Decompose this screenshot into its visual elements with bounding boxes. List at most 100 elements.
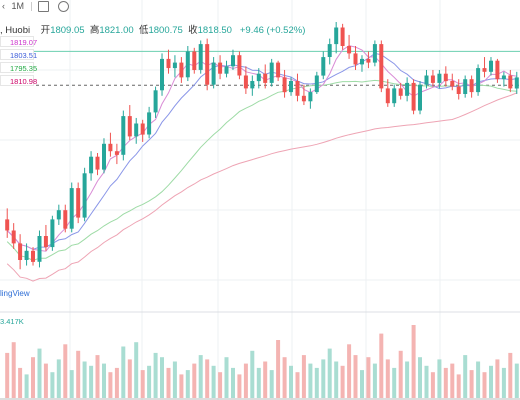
- volume-bar: [69, 370, 74, 398]
- candle-body: [366, 58, 371, 63]
- candle-body: [276, 62, 281, 78]
- candle-body: [411, 82, 416, 111]
- volume-bar: [82, 361, 87, 398]
- candle-body: [379, 44, 384, 89]
- volume-bar: [179, 374, 184, 398]
- volume-bar: [56, 359, 61, 398]
- candle-body: [340, 27, 345, 46]
- candle-body: [205, 44, 210, 85]
- volume-bar: [50, 372, 55, 398]
- volume-bar: [314, 367, 319, 398]
- candle-body: [443, 73, 448, 82]
- volume-bar: [140, 370, 145, 398]
- scroll-left-icon[interactable]: ‹: [2, 1, 5, 11]
- volume-bar: [121, 346, 126, 398]
- volume-bar: [37, 348, 42, 398]
- candle-body: [256, 73, 261, 82]
- volume-bar: [153, 352, 158, 398]
- volume-bar: [224, 357, 229, 398]
- candle-body: [250, 81, 255, 89]
- candle-body: [63, 210, 68, 229]
- open-label: 开: [40, 25, 51, 36]
- chart-type-icon[interactable]: [38, 1, 50, 13]
- volume-bar: [289, 365, 293, 398]
- ma-line-1: [6, 45, 517, 252]
- candle-body: [11, 230, 16, 244]
- candle-body: [89, 156, 94, 174]
- candle-body: [179, 62, 184, 78]
- volume-bar: [134, 342, 139, 398]
- volume-bar: [411, 325, 416, 398]
- ma-value-3: 1795.35: [0, 62, 37, 73]
- ma-line-4: [6, 92, 517, 282]
- volume-bar: [301, 355, 306, 398]
- volume-bar: [24, 374, 29, 398]
- candle-body: [211, 62, 216, 85]
- volume-bar: [392, 367, 397, 398]
- volume-bar: [11, 342, 16, 398]
- symbol-label: , Huobi: [0, 25, 31, 36]
- candle-body: [192, 51, 197, 70]
- candle-body: [218, 62, 223, 74]
- candle-body: [76, 188, 81, 218]
- candle-body: [392, 88, 397, 104]
- volume-bar: [405, 361, 410, 398]
- volume-bar: [282, 357, 287, 398]
- volume-bar: [347, 344, 352, 398]
- candle-body: [437, 73, 442, 83]
- candle-body: [450, 81, 455, 87]
- volume-bar: [63, 344, 68, 398]
- settings-icon[interactable]: [57, 1, 69, 13]
- candle-body: [314, 75, 319, 93]
- volume-bar: [192, 363, 197, 398]
- candle-body: [37, 236, 42, 262]
- volume-bar: [160, 357, 164, 398]
- change-value: +9.46 (+0.52%): [239, 25, 306, 36]
- ma-line-2: [6, 52, 517, 250]
- ohlc-legend: , Huobi 开1809.05 高1821.00 低1800.75 收1818…: [0, 22, 305, 36]
- candle-body: [18, 243, 23, 260]
- volume-bar: [211, 365, 216, 398]
- volume-bar: [508, 352, 513, 398]
- volume-bar: [482, 372, 487, 398]
- candle-body: [385, 88, 390, 104]
- candle-body: [102, 143, 106, 170]
- volume-bar: [172, 361, 177, 398]
- volume-bar: [114, 367, 119, 398]
- candle-body: [185, 51, 190, 78]
- candle-body: [95, 156, 100, 170]
- volume-bar: [430, 372, 435, 398]
- candle-body: [82, 173, 87, 218]
- volume-bar: [76, 350, 81, 398]
- candle-body: [360, 58, 364, 65]
- candle-body: [489, 60, 493, 72]
- volume-bar: [108, 372, 113, 398]
- volume-bar: [18, 367, 23, 398]
- candle-body: [263, 73, 268, 83]
- volume-bar: [514, 363, 519, 398]
- candle-body: [289, 81, 293, 93]
- volume-bar: [340, 365, 345, 398]
- chart-toolbar: ‹ 1M: [0, 0, 520, 18]
- volume-bar: [147, 365, 152, 398]
- volume-bar: [501, 367, 506, 398]
- volume-bar: [327, 348, 332, 398]
- volume-bar: [437, 359, 442, 398]
- volume-bar: [166, 367, 171, 398]
- candle-body: [172, 62, 177, 69]
- volume-label: 3.417K: [0, 317, 24, 326]
- candle-body: [327, 44, 332, 57]
- candle-body: [282, 77, 287, 93]
- candle-body: [114, 151, 119, 155]
- candle-body: [160, 58, 164, 91]
- candle-body: [405, 82, 410, 96]
- volume-bar: [256, 367, 261, 398]
- candle-body: [372, 44, 377, 63]
- volume-bar: [398, 350, 403, 398]
- interval-selector[interactable]: 1M: [11, 1, 25, 11]
- candle-body: [108, 143, 113, 152]
- volume-bar: [95, 355, 100, 398]
- volume-bar: [263, 361, 268, 398]
- volume-bar: [308, 363, 313, 398]
